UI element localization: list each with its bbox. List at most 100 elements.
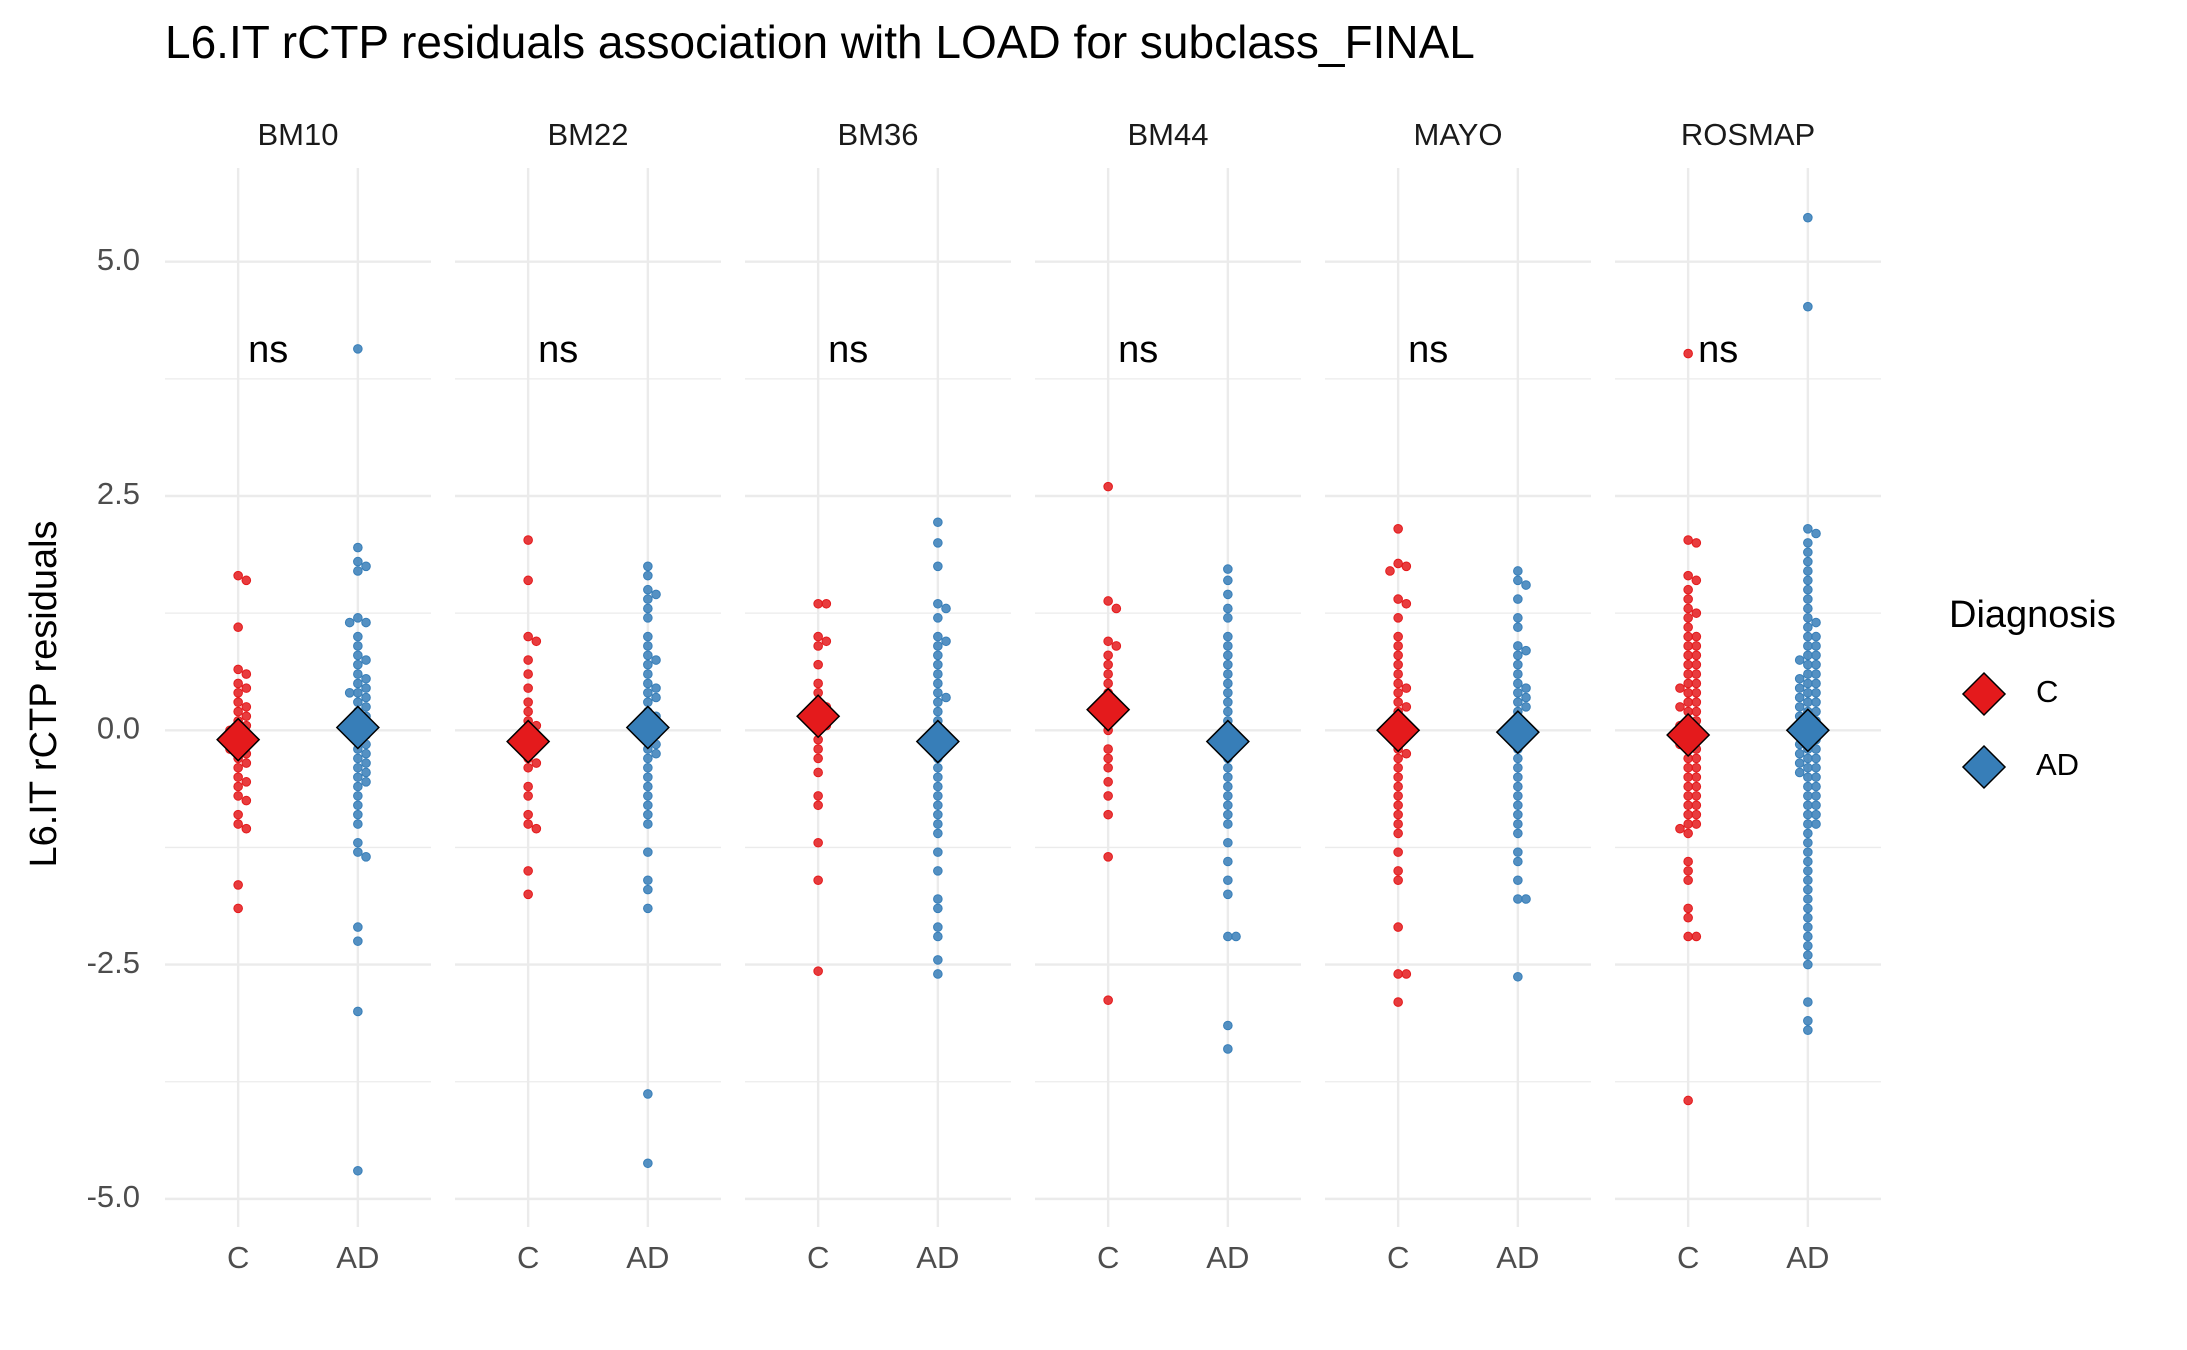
data-point — [1401, 702, 1412, 712]
data-point — [353, 566, 363, 576]
data-point — [1521, 692, 1531, 703]
data-point — [933, 955, 943, 965]
data-point — [1513, 575, 1523, 586]
data-point — [1683, 875, 1693, 886]
data-point — [1803, 847, 1813, 857]
mean-diamond — [1785, 708, 1830, 753]
data-point — [361, 561, 371, 572]
data-point — [1803, 566, 1813, 576]
data-point — [1103, 852, 1113, 862]
data-point — [1393, 922, 1403, 932]
data-point — [1223, 772, 1233, 782]
data-point — [643, 669, 653, 679]
data-point — [643, 847, 653, 857]
data-point — [1811, 678, 1821, 689]
data-point — [1111, 641, 1122, 651]
mean-diamond — [1495, 710, 1540, 755]
data-point — [643, 678, 653, 689]
data-point — [353, 753, 363, 764]
data-point — [643, 884, 653, 895]
data-point — [353, 936, 363, 946]
data-point — [643, 688, 653, 698]
data-point — [941, 603, 951, 614]
data-point — [1683, 659, 1693, 670]
data-point — [233, 664, 243, 675]
data-point — [233, 809, 243, 820]
data-point — [1691, 575, 1702, 586]
data-point — [643, 819, 653, 829]
data-point — [1513, 613, 1523, 623]
data-point — [1691, 678, 1702, 689]
data-point — [1811, 528, 1821, 539]
data-point — [1811, 744, 1821, 754]
data-point — [643, 1158, 653, 1169]
data-point — [523, 889, 533, 900]
data-point — [933, 659, 943, 670]
data-point — [1803, 753, 1813, 764]
data-point — [353, 1006, 363, 1017]
data-point — [233, 762, 243, 773]
data-point — [933, 931, 943, 942]
data-point — [233, 772, 243, 782]
data-point — [933, 781, 943, 792]
data-point — [1803, 781, 1813, 792]
data-point — [353, 837, 363, 848]
data-point — [1393, 659, 1403, 670]
data-point — [1393, 669, 1403, 679]
legend-key — [1961, 671, 2007, 717]
x-tick-label: C — [1097, 1240, 1119, 1275]
panel-annotation: ns — [1408, 329, 1448, 371]
data-point — [233, 697, 243, 707]
data-point — [1691, 631, 1702, 642]
data-point — [1803, 650, 1813, 661]
data-point — [1683, 688, 1693, 698]
data-point — [821, 598, 832, 609]
data-point — [523, 809, 533, 820]
data-point — [523, 575, 533, 586]
data-point — [241, 669, 252, 679]
data-point — [813, 678, 823, 689]
data-point — [1794, 655, 1805, 665]
data-point — [353, 819, 363, 829]
data-point — [933, 847, 943, 857]
data-point — [1513, 781, 1523, 792]
data-point — [1683, 912, 1693, 923]
data-point — [1683, 622, 1693, 633]
data-point — [1811, 781, 1821, 792]
data-point — [1513, 971, 1523, 982]
data-point — [1103, 650, 1113, 661]
y-tick-label: -5.0 — [87, 1179, 140, 1214]
data-point — [1794, 767, 1805, 778]
legend-key — [1961, 744, 2007, 790]
data-point — [1683, 903, 1693, 914]
data-point — [643, 697, 653, 707]
data-point — [361, 758, 371, 768]
data-point — [933, 894, 943, 904]
panel-annotation: ns — [828, 329, 868, 371]
data-point — [523, 697, 533, 707]
data-point — [531, 758, 542, 768]
data-point — [813, 598, 823, 609]
data-point — [813, 791, 823, 801]
data-point — [1683, 931, 1693, 942]
data-point — [361, 777, 371, 787]
data-point — [353, 556, 363, 567]
data-point — [1393, 847, 1403, 857]
panel-strip-label: MAYO — [1414, 117, 1503, 152]
data-point — [1691, 669, 1702, 679]
data-point — [353, 697, 363, 707]
data-point — [1803, 800, 1813, 811]
data-point — [1803, 669, 1813, 679]
mean-diamond — [1376, 708, 1421, 753]
data-point — [353, 847, 363, 857]
data-point — [933, 903, 943, 914]
data-point — [1393, 866, 1403, 876]
y-tick-label: 2.5 — [97, 476, 140, 511]
data-point — [1103, 995, 1113, 1006]
data-point — [1111, 603, 1122, 614]
panel-annotation: ns — [538, 329, 578, 371]
data-point — [1675, 702, 1685, 712]
chart-title: L6.IT rCTP residuals association with LO… — [165, 16, 1475, 68]
